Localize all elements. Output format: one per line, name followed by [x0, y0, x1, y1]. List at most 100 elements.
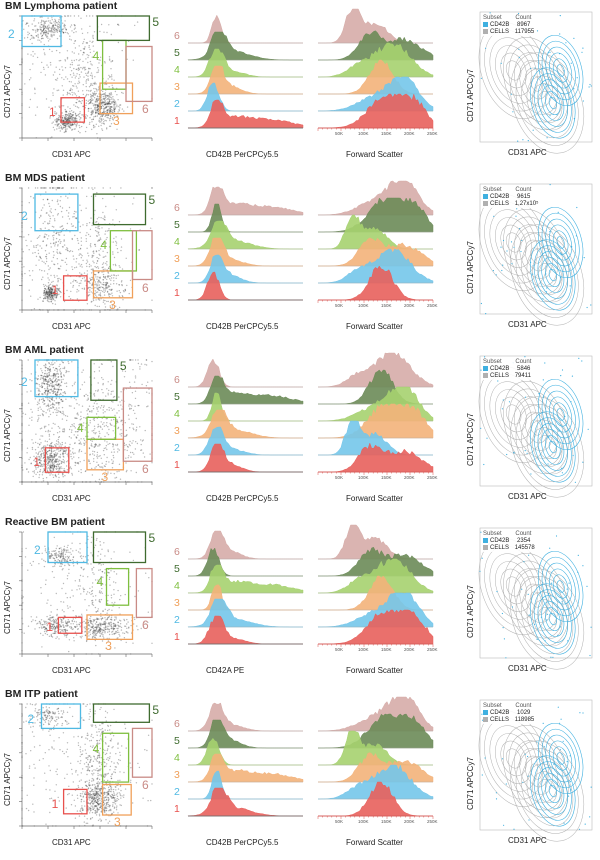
event-dot — [102, 301, 105, 303]
cells-contour — [489, 381, 538, 448]
event-dot — [102, 629, 104, 631]
event-dot — [70, 87, 72, 90]
event-dot — [62, 452, 65, 455]
event-dot — [120, 281, 123, 283]
event-dot — [26, 22, 29, 24]
event-dot — [64, 625, 67, 627]
event-dot — [115, 305, 117, 307]
event-dot — [81, 557, 83, 560]
subset-outlier-dot — [549, 115, 551, 117]
event-dot — [42, 401, 44, 403]
event-dot — [57, 464, 59, 466]
event-dot — [86, 89, 88, 92]
event-dot — [79, 272, 81, 274]
event-dot — [30, 463, 32, 465]
event-dot — [49, 455, 51, 457]
event-dot — [59, 296, 62, 298]
event-dot — [71, 474, 74, 476]
event-dot — [62, 474, 64, 476]
event-dot — [99, 627, 101, 629]
event-dot — [50, 456, 52, 458]
legend-subset-count: 9615 — [517, 194, 531, 200]
event-dot — [101, 263, 104, 265]
event-dot — [76, 98, 78, 101]
gate-3-rect — [99, 82, 134, 115]
event-dot — [114, 414, 116, 417]
event-dot — [39, 39, 41, 41]
event-dot — [54, 450, 56, 452]
event-dot — [69, 117, 71, 120]
subset-contour — [530, 411, 576, 483]
event-dot — [115, 103, 117, 105]
event-dot — [56, 123, 58, 126]
subset-outlier-dot — [571, 375, 574, 377]
event-dot — [113, 108, 116, 110]
event-dot — [45, 452, 48, 454]
event-dot — [146, 391, 148, 393]
event-dot — [68, 362, 70, 365]
event-dot — [92, 623, 94, 625]
event-dot — [87, 624, 90, 626]
event-dot — [106, 291, 109, 293]
event-dot — [48, 279, 50, 281]
event-dot — [90, 99, 92, 101]
event-dot — [49, 61, 52, 64]
event-dot — [107, 94, 110, 97]
event-dot — [60, 462, 63, 464]
subset-outlier-dot — [513, 246, 515, 248]
gate-3-label: 3 — [109, 297, 116, 312]
event-dot — [90, 217, 92, 219]
event-dot — [53, 234, 55, 236]
event-dot — [52, 294, 54, 297]
event-dot — [65, 622, 67, 624]
event-dot — [98, 294, 100, 296]
event-dot — [51, 225, 54, 228]
event-dot — [58, 30, 61, 32]
event-dot — [104, 306, 107, 308]
event-dot — [41, 464, 43, 466]
event-dot — [98, 228, 101, 230]
event-dot — [71, 628, 74, 631]
event-dot — [53, 386, 55, 388]
event-dot — [49, 368, 51, 371]
event-dot — [112, 104, 115, 106]
event-dot — [85, 58, 87, 60]
event-dot — [98, 62, 100, 64]
event-dot — [37, 249, 39, 251]
event-dot — [67, 125, 69, 128]
event-dot — [40, 442, 42, 444]
event-dot — [48, 458, 50, 460]
event-dot — [46, 291, 48, 294]
event-dot — [99, 425, 102, 427]
event-dot — [69, 115, 71, 117]
event-dot — [93, 454, 96, 456]
event-dot — [52, 632, 54, 635]
event-dot — [66, 56, 69, 59]
event-dot — [33, 308, 36, 310]
subset-outlier-dot — [502, 399, 504, 401]
event-dot — [43, 364, 45, 367]
event-dot — [121, 268, 124, 270]
event-dot — [45, 627, 47, 629]
panel-graphics — [19, 180, 593, 326]
event-dot — [62, 31, 65, 33]
event-dot — [89, 102, 91, 104]
event-dot — [55, 637, 57, 640]
event-dot — [46, 36, 48, 38]
event-dot — [77, 64, 79, 67]
event-dot — [61, 66, 63, 68]
event-dot — [71, 124, 74, 126]
event-dot — [70, 123, 72, 126]
event-dot — [71, 76, 73, 78]
event-dot — [148, 388, 150, 390]
event-dot — [104, 275, 107, 278]
event-dot — [87, 70, 90, 73]
event-dot — [120, 626, 123, 629]
subset-outlier-dot — [582, 100, 584, 102]
event-dot — [48, 374, 50, 376]
event-dot — [129, 444, 131, 447]
event-dot — [104, 632, 106, 634]
subset-outlier-dot — [547, 463, 549, 465]
event-dot — [43, 261, 45, 263]
subset-contour — [545, 218, 576, 267]
